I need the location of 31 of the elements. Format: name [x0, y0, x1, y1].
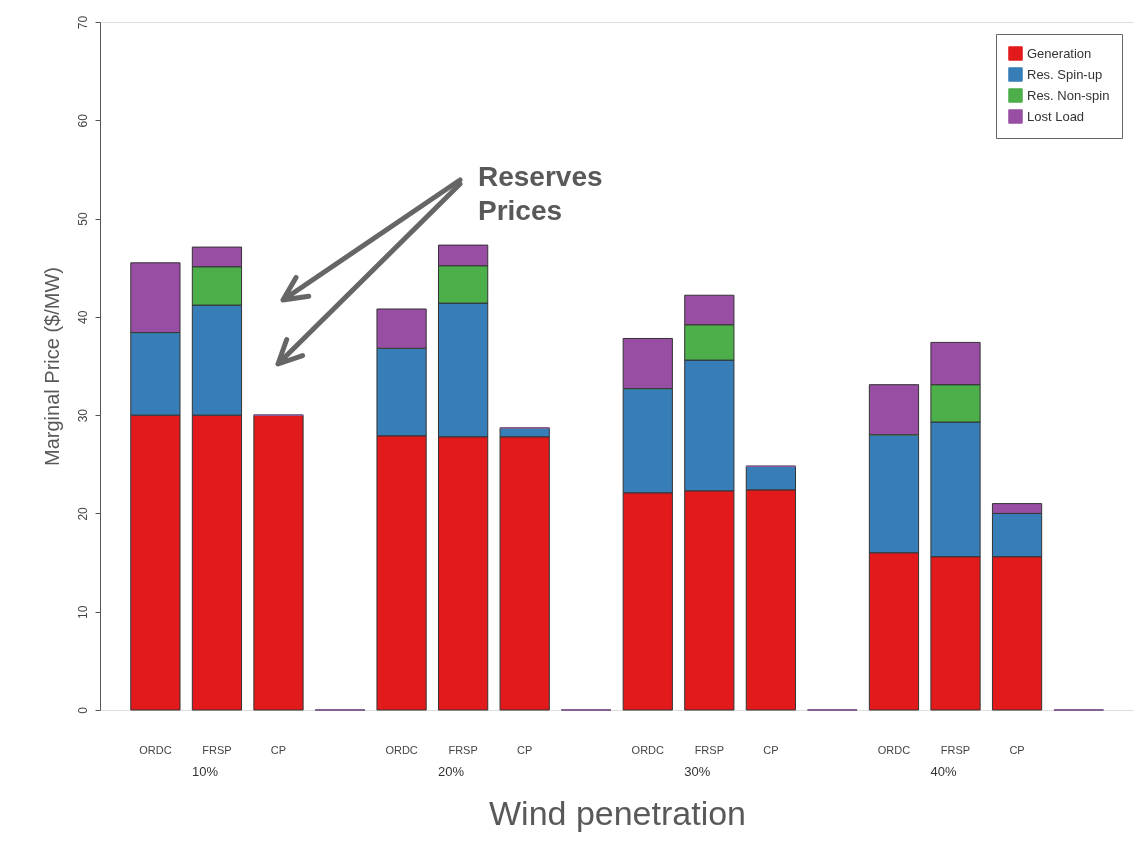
legend-label: Generation	[1027, 45, 1092, 61]
text: 30%	[684, 764, 711, 779]
x-tick-label: FRSP	[694, 743, 724, 756]
x-tick-label: ORDC	[385, 743, 418, 756]
legend-label: Lost Load	[1027, 108, 1085, 124]
x-tick-label: FRSP	[448, 743, 478, 756]
y-tick-label: 50	[75, 212, 90, 226]
y-tick-label: 70	[75, 15, 90, 30]
x-tick-label: CP	[1009, 743, 1025, 756]
y-tick-label: 40	[75, 310, 90, 325]
text: 20%	[438, 764, 465, 779]
x-tick-label: ORDC	[631, 743, 665, 756]
y-axis-title: Marginal Price ($/MW)	[40, 267, 63, 466]
x-tick-label: FRSP	[202, 743, 232, 756]
y-tick-label: 0	[75, 706, 90, 714]
y-tick-label: 20	[75, 506, 90, 521]
y-tick-label: 10	[75, 605, 90, 619]
text: 10%	[191, 764, 219, 779]
x-tick-label: ORDC	[877, 743, 911, 756]
x-tick-label: CP	[270, 743, 287, 756]
annotation: Reserves Prices	[478, 161, 603, 226]
x-tick-label: CP	[763, 743, 779, 756]
x-tick-label: CP	[517, 743, 533, 756]
x-tick-label: FRSP	[940, 743, 971, 756]
x-tick-label: ORDC	[139, 743, 172, 756]
y-tick-label: 60	[75, 113, 90, 128]
legend-label: Res. Non-spin	[1027, 87, 1110, 103]
x-axis-title: Wind penetration	[488, 793, 747, 832]
legend-label: Res. Spin-up	[1027, 66, 1103, 82]
y-tick-label: 30	[75, 408, 90, 423]
text: 40%	[930, 764, 957, 779]
